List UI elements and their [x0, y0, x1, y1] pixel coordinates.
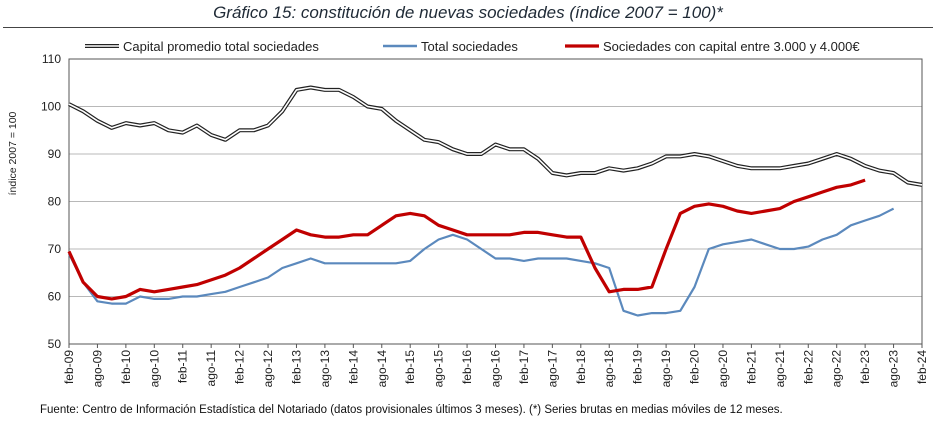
series-line-capital [68, 86, 923, 186]
x-tick-label: feb-20 [688, 350, 702, 384]
y-tick-label: 80 [48, 195, 62, 209]
x-tick-label: ago-17 [545, 350, 559, 388]
x-tick-label: ago-22 [830, 350, 844, 388]
y-tick-label: 60 [48, 290, 62, 304]
x-tick-label: feb-14 [346, 350, 360, 384]
x-tick-label: feb-15 [403, 350, 417, 384]
x-tick-label: feb-12 [233, 350, 247, 384]
source-note: Fuente: Centro de Información Estadístic… [40, 404, 783, 416]
series-line-sociedades [67, 178, 866, 301]
x-tick-label: feb-22 [801, 350, 815, 384]
y-tick-label: 90 [48, 147, 62, 161]
x-tick-label: feb-23 [858, 350, 872, 384]
y-tick-label: 70 [48, 242, 62, 256]
x-tick-label: ago-09 [90, 350, 104, 388]
x-tick-label: ago-14 [375, 350, 389, 388]
y-axis-label: índice 2007 = 100 [7, 111, 19, 195]
x-tick-label: ago-10 [147, 350, 161, 388]
x-tick-label: feb-19 [631, 350, 645, 384]
x-tick-label: ago-16 [489, 350, 503, 388]
series-lines [67, 85, 923, 317]
x-tick-label: feb-18 [574, 350, 588, 384]
x-tick-label: ago-19 [659, 350, 673, 388]
x-tick-label: feb-11 [176, 350, 190, 383]
x-tick-label: ago-11 [204, 350, 218, 387]
series-line-capital-outer [68, 85, 923, 187]
y-tick-label: 50 [48, 337, 62, 351]
legend-label-sociedades: Sociedades con capital entre 3.000 y 4.0… [603, 39, 860, 54]
y-tick-label: 110 [42, 52, 61, 66]
x-tick-label: ago-18 [602, 350, 616, 388]
legend-label-capital: Capital promedio total sociedades [123, 39, 319, 54]
y-axis-ticks: 50 60 70 80 90 100 110 [41, 52, 61, 351]
gridlines [68, 58, 923, 345]
x-tick-label: ago-15 [432, 350, 446, 388]
chart-title: Gráfico 15: constitución de nuevas socie… [213, 3, 723, 22]
series-line-total [68, 207, 895, 317]
title-divider [3, 27, 933, 28]
x-tick-label: ago-20 [716, 350, 730, 388]
x-tick-label: ago-21 [773, 350, 787, 388]
x-tick-label: feb-09 [62, 350, 76, 384]
legend-label-total: Total sociedades [421, 39, 518, 54]
x-tick-label: feb-16 [460, 350, 474, 384]
x-tick-label: ago-13 [318, 350, 332, 388]
x-axis-ticks: feb-09 ago-09 feb-10 ago-10 feb-11 ago-11 feb-… [62, 344, 929, 387]
x-tick-label: feb-10 [119, 350, 133, 384]
x-tick-label: ago-12 [261, 350, 275, 388]
y-tick-label: 100 [41, 100, 61, 114]
x-tick-label: feb-13 [289, 350, 303, 384]
x-tick-label: feb-17 [517, 350, 531, 384]
x-tick-label: feb-21 [744, 350, 758, 384]
x-tick-label: feb-24 [915, 350, 929, 384]
x-tick-label: ago-23 [887, 350, 901, 388]
legend: Capital promedio total sociedades Total … [85, 39, 860, 54]
